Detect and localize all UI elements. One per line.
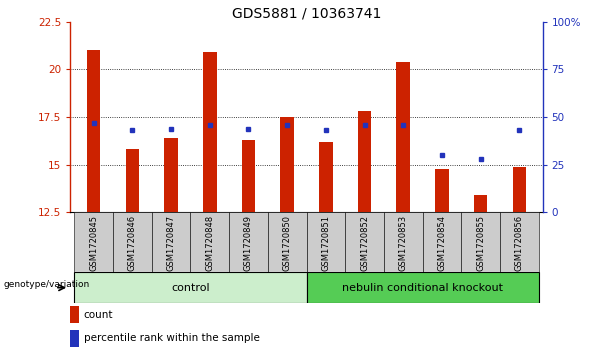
- Bar: [74, 212, 113, 272]
- Bar: [242, 140, 255, 212]
- Bar: [164, 138, 178, 212]
- Text: control: control: [171, 283, 210, 293]
- Bar: [384, 212, 422, 272]
- Bar: [397, 62, 410, 212]
- Text: count: count: [84, 310, 113, 320]
- Bar: [126, 150, 139, 212]
- Text: GSM1720846: GSM1720846: [128, 215, 137, 272]
- Bar: [474, 195, 487, 212]
- Bar: [191, 212, 229, 272]
- Bar: [87, 50, 101, 212]
- Bar: [70, 306, 79, 323]
- Text: GSM1720853: GSM1720853: [398, 215, 408, 272]
- Bar: [435, 168, 449, 212]
- Text: GSM1720855: GSM1720855: [476, 215, 485, 272]
- Text: GSM1720851: GSM1720851: [321, 215, 330, 272]
- Bar: [152, 212, 191, 272]
- Bar: [422, 212, 461, 272]
- Text: nebulin conditional knockout: nebulin conditional knockout: [342, 283, 503, 293]
- Bar: [280, 117, 294, 212]
- Bar: [306, 272, 539, 303]
- Bar: [306, 212, 345, 272]
- Title: GDS5881 / 10363741: GDS5881 / 10363741: [232, 7, 381, 21]
- Bar: [512, 167, 526, 212]
- Text: GSM1720850: GSM1720850: [283, 215, 292, 272]
- Bar: [345, 212, 384, 272]
- Bar: [70, 330, 79, 347]
- Text: GSM1720848: GSM1720848: [205, 215, 215, 272]
- Bar: [358, 111, 371, 212]
- Bar: [229, 212, 268, 272]
- Text: GSM1720845: GSM1720845: [89, 215, 98, 272]
- Bar: [500, 212, 539, 272]
- Bar: [319, 142, 333, 212]
- Bar: [203, 52, 216, 212]
- Text: GSM1720847: GSM1720847: [167, 215, 175, 272]
- Text: percentile rank within the sample: percentile rank within the sample: [84, 334, 259, 343]
- Bar: [461, 212, 500, 272]
- Text: GSM1720852: GSM1720852: [360, 215, 369, 272]
- Bar: [74, 272, 306, 303]
- Bar: [113, 212, 152, 272]
- Text: GSM1720854: GSM1720854: [438, 215, 446, 272]
- Text: GSM1720856: GSM1720856: [515, 215, 524, 272]
- Bar: [268, 212, 306, 272]
- Text: genotype/variation: genotype/variation: [4, 280, 89, 289]
- Text: GSM1720849: GSM1720849: [244, 215, 253, 272]
